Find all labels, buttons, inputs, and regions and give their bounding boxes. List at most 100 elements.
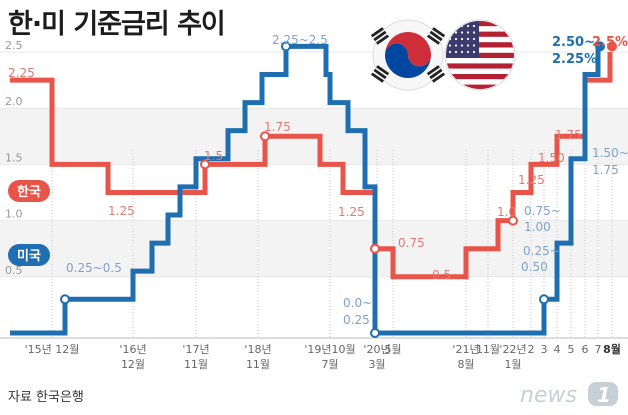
trigram-bar — [426, 34, 441, 45]
x-tick-text: 8월 — [603, 342, 621, 356]
korea-value-label: 1.25 — [338, 205, 365, 219]
usa-value-label: 2.50~ — [552, 35, 595, 50]
trigram-bar — [373, 30, 387, 42]
x-tick-label: 5월 — [384, 343, 401, 356]
x-tick-label: '21년 8월 — [452, 343, 479, 371]
x-tick-text: 11월 — [184, 358, 208, 371]
usa-star — [448, 31, 452, 34]
usa-star — [460, 44, 464, 47]
trigram-bar — [431, 72, 446, 83]
x-tick-text: 7 — [595, 343, 602, 356]
korea-value-label: 1.25 — [108, 204, 135, 218]
korea-flag-trigram — [426, 65, 446, 83]
usa-value-label: 2.25~2.5 — [272, 33, 328, 47]
korea-value-label: 1.75 — [555, 128, 582, 142]
korea-point — [260, 131, 270, 142]
x-tick-text: 3월 — [368, 358, 385, 371]
trigram-bar — [376, 65, 390, 76]
usa-series-badge-bg — [8, 244, 50, 266]
korea-value-label: 0.75 — [398, 236, 425, 250]
usa-star — [454, 44, 458, 47]
usa-star — [466, 37, 470, 41]
usa-flag-body — [446, 21, 514, 89]
x-tick-label: 11월 — [476, 343, 500, 356]
x-tick-label: '19년10월 7월 — [304, 343, 355, 371]
usa-star — [454, 50, 458, 54]
x-tick-text: 6 — [582, 343, 589, 356]
x-tick-label: 8월 — [603, 342, 621, 356]
usa-point — [370, 328, 380, 338]
x-tick-text: 11월 — [246, 358, 270, 371]
usa-star — [472, 31, 476, 34]
usa-star — [466, 44, 470, 47]
usa-stripe — [446, 58, 514, 64]
usa-point — [539, 294, 549, 305]
x-tick-text: '18년 — [244, 343, 271, 356]
x-tick-text: '17년 — [182, 343, 209, 356]
x-tick-label: '18년 11월 — [244, 343, 271, 371]
usa-star — [472, 24, 476, 28]
x-tick-text: '15년 12월 — [25, 343, 80, 356]
x-tick-text: '22년 — [499, 343, 526, 356]
trigram-bar — [429, 68, 443, 80]
korea-series-badge-text: 한국 — [17, 184, 41, 200]
korea-value-label: 1.0 — [497, 205, 516, 219]
y-tick-label: 2.0 — [5, 95, 23, 108]
korea-flag-bottom — [385, 43, 431, 78]
x-tick-label: 2 — [528, 343, 535, 356]
korea-flag-trigram — [426, 27, 446, 45]
korea-flag-trigram — [370, 65, 390, 83]
x-tick-text: 1월 — [504, 358, 521, 371]
usa-latest-point — [595, 41, 605, 52]
korea-flag — [370, 19, 446, 91]
x-tick-text: 5월 — [384, 343, 401, 356]
trigram-bar — [426, 65, 440, 76]
usa-star — [454, 37, 458, 41]
usa-value-label: 1.50~ — [592, 146, 628, 160]
x-tick-text: '20년 — [363, 343, 390, 356]
korea-value-label: 0.5 — [432, 268, 451, 282]
korea-series-badge: 한국 — [8, 180, 50, 202]
usa-stripe — [446, 79, 514, 85]
usa-star — [460, 50, 464, 54]
usa-star — [454, 24, 458, 28]
usa-stripe — [446, 31, 514, 37]
y-tick-label: 1.5 — [5, 151, 23, 164]
usa-star — [454, 31, 458, 34]
usa-star — [472, 44, 476, 47]
usa-stripe — [446, 52, 514, 59]
series-usa-line — [10, 43, 601, 336]
usa-stripe — [446, 63, 514, 69]
x-tick-text: 4 — [554, 343, 561, 356]
usa-star — [448, 24, 452, 28]
usa-flag — [444, 19, 516, 91]
usa-star — [466, 50, 470, 54]
x-tick-text: '21년 — [452, 343, 479, 356]
news1-logo: news 1 — [520, 382, 618, 408]
korea-point — [508, 215, 518, 226]
usa-star — [472, 50, 476, 54]
trigram-bar — [370, 72, 385, 83]
usa-value-label: 2.25% — [552, 52, 597, 67]
usa-value-label: 0.50 — [521, 260, 548, 274]
x-tick-text: 2 — [528, 343, 535, 356]
usa-stripe — [446, 74, 514, 80]
x-tick-text: 12월 — [121, 358, 145, 371]
usa-star — [472, 37, 476, 41]
x-tick-text: 7월 — [321, 358, 338, 371]
usa-star — [466, 31, 470, 34]
x-tick-label: '22년 1월 — [499, 343, 526, 371]
y-tick-label: 0.5 — [5, 264, 23, 277]
x-tick-label: 7 — [595, 343, 602, 356]
usa-value-label: 0.75~ — [524, 204, 561, 218]
korea-value-label: 2.25 — [8, 66, 35, 80]
usa-stripe — [446, 26, 514, 32]
x-tick-label: '20년 3월 — [363, 343, 390, 371]
page-title: 한·미 기준금리 추이 — [8, 9, 226, 40]
x-tick-text: 3 — [541, 343, 548, 356]
usa-stripe — [446, 21, 514, 27]
korea-value-label: 1.5 — [204, 149, 223, 163]
korea-value-label: 2.5% — [592, 35, 628, 50]
x-tick-label: '17년 11월 — [182, 343, 209, 371]
